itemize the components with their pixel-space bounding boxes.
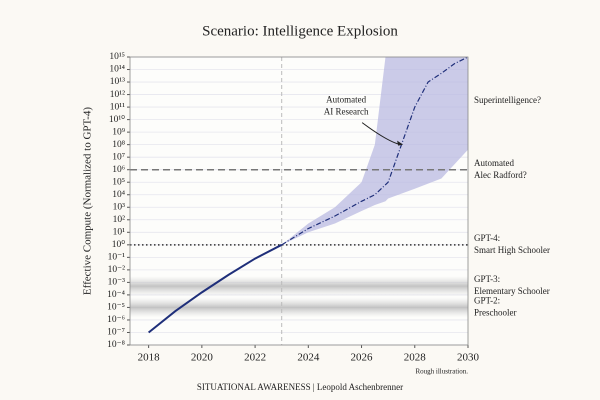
y-tick-label: 10¹¹ [110, 102, 125, 112]
annotation-text: AI Research [324, 107, 369, 117]
x-tick-label: 2024 [297, 352, 320, 364]
y-tick-label: 10⁶ [112, 165, 125, 175]
x-tick-label: 2030 [457, 352, 480, 364]
level-label: Preschooler [474, 307, 517, 317]
plot-frame [129, 56, 469, 346]
y-tick-label: 10⁴ [112, 190, 126, 200]
chart-title: Scenario: Intelligence Explosion [202, 23, 398, 39]
y-tick-label: 10⁻⁴ [107, 290, 126, 300]
level-label: Alec Radford? [474, 170, 527, 180]
x-tick-label: 2028 [404, 352, 427, 364]
y-tick-label: 10⁻² [108, 265, 126, 275]
y-tick-label: 10⁻⁵ [107, 303, 125, 313]
y-tick-label: 10⁵ [112, 177, 125, 187]
level-label: GPT-3: [474, 274, 500, 284]
y-tick-label: 10¹⁰ [109, 114, 125, 125]
x-tick-label: 2026 [351, 352, 374, 364]
y-tick-label: 10¹³ [110, 77, 125, 87]
y-tick-label: 10² [113, 215, 126, 225]
arrow-head [397, 140, 404, 146]
y-tick-label: 10⁹ [112, 127, 126, 137]
y-tick-label: 10⁰ [112, 239, 126, 250]
level-label: GPT-4: [474, 233, 500, 243]
level-band [130, 297, 468, 318]
level-label: Elementary Schooler [474, 286, 550, 296]
y-tick-label: 10³ [113, 202, 126, 212]
credit: SITUATIONAL AWARENESS | Leopold Aschenbr… [197, 382, 403, 392]
level-label: Smart High Schooler [474, 245, 550, 255]
y-tick-label: 10⁻¹ [108, 253, 126, 263]
level-band [130, 276, 468, 297]
series-line [281, 56, 469, 246]
y-tick-label: 10¹⁴ [109, 65, 125, 75]
y-tick-label: 10⁻³ [108, 278, 126, 288]
y-tick-label: 10⁸ [112, 140, 125, 150]
footnote: Rough illustration. [416, 368, 469, 376]
y-tick-label: 10⁻⁷ [107, 328, 125, 338]
y-tick-label: 10⁻⁸ [107, 340, 125, 350]
x-tick-label: 2020 [191, 352, 214, 364]
annotation-text: Automated [326, 95, 366, 105]
level-label: GPT-2: [474, 295, 500, 305]
y-tick-label: 10¹² [110, 90, 125, 100]
level-label: Automated [474, 158, 514, 168]
x-tick-label: 2018 [138, 352, 161, 364]
y-tick-label: 10⁷ [112, 152, 125, 162]
series-line [148, 243, 283, 334]
y-tick-label: 10¹⁵ [109, 52, 125, 62]
uncertainty-band [281, 57, 468, 245]
y-axis-label: Effective Compute (Normalized to GPT-4) [82, 107, 94, 296]
x-tick-label: 2022 [244, 352, 266, 364]
level-label: Superintelligence? [474, 95, 541, 105]
y-tick-label: 10¹ [113, 227, 126, 237]
y-tick-label: 10⁻⁶ [107, 315, 125, 325]
